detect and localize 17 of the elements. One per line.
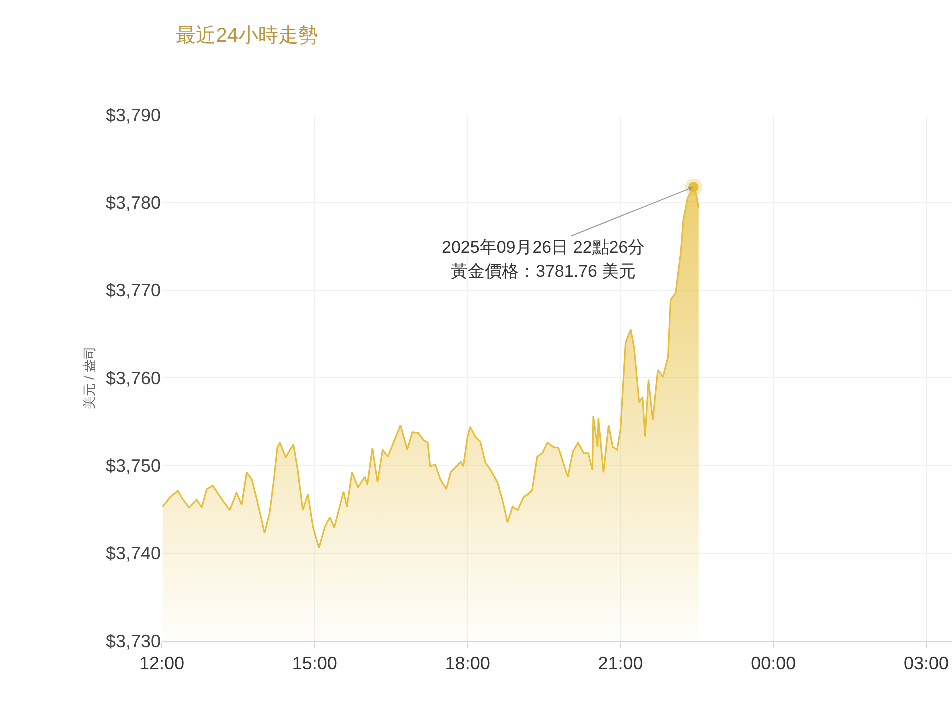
x-tick-label: 21:00 (598, 654, 644, 674)
x-tick-label: 03:00 (904, 654, 950, 674)
y-tick-label: $3,750 (106, 456, 161, 476)
y-tick-label: $3,770 (106, 280, 161, 301)
x-tick-label: 00:00 (751, 654, 796, 674)
y-axis-title: 美元 / 盎司 (82, 346, 97, 410)
y-tick-label: $3,780 (106, 192, 161, 213)
x-tick-label: 18:00 (445, 654, 490, 674)
y-tick-label: $3,730 (106, 631, 161, 652)
y-tick-label: $3,760 (106, 368, 161, 388)
x-tick-label: 12:00 (139, 654, 185, 674)
x-tick-label: 15:00 (292, 654, 338, 674)
annotation: 黃金價格：3781.76 美元 (451, 262, 636, 281)
annotation: 2025年09月26日 22點26分 (442, 238, 646, 257)
chart-title: 最近24小時走勢 (176, 25, 318, 48)
y-tick-label: $3,740 (106, 544, 161, 564)
y-tick-label: $3,790 (106, 105, 161, 126)
